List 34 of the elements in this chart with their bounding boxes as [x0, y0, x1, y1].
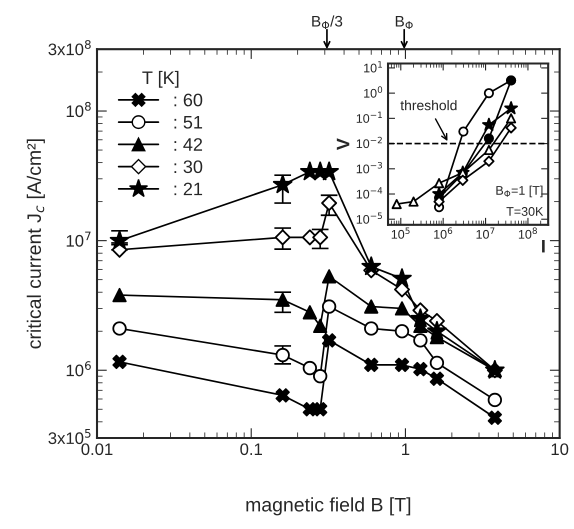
x-tick-label: 10 — [552, 443, 568, 456]
annotation: B$_{Φ}$=1 [T] — [496, 186, 542, 198]
y-tick-label: 10$^{−2}$ — [356, 136, 382, 148]
y-tick-label: 10$^{−3}$ — [356, 162, 382, 174]
y-tick-label: 10$^{0}$ — [364, 86, 382, 98]
x-tick-label: 10$^{7}$ — [476, 227, 494, 239]
y-tick-label: 3x10$^{5}$ — [48, 429, 91, 444]
y-tick-label: 3x10$^{8}$ — [48, 40, 91, 56]
x-tick-label: 1 — [402, 443, 410, 455]
legend-label: : 60 — [174, 94, 202, 106]
x-axis-title: I — [542, 240, 545, 252]
y-tick-label: 10$^{−1}$ — [356, 112, 382, 123]
legend-label: : 21 — [174, 182, 202, 196]
x-tick-label: 0.1 — [240, 443, 262, 456]
text: B$_{Φ}$/3 — [312, 15, 342, 30]
y-tick-label: 10$^{−5}$ — [356, 212, 382, 224]
x-tick-label: 10$^{8}$ — [518, 227, 537, 239]
x-tick-label: 10$^{6}$ — [434, 227, 452, 239]
y-tick-label: 10$^{−4}$ — [356, 187, 382, 199]
y-tick-label: 10$^{1}$ — [364, 61, 382, 72]
x-tick-label: 0.01 — [81, 443, 112, 456]
y-axis-title: critical current J$_{c}$ [A/cm²] — [26, 139, 45, 348]
y-tick-label: 10$^{8}$ — [66, 102, 91, 118]
legend-label: : 42 — [174, 138, 202, 151]
y-axis-title: V — [336, 138, 350, 150]
text: B$_{Φ}$ — [396, 16, 413, 30]
x-axis-title: magnetic field B [T] — [246, 497, 410, 516]
annotation: T=30K — [506, 207, 544, 216]
x-tick-label: 10$^{5}$ — [392, 227, 410, 239]
legend-label: : 30 — [174, 160, 202, 174]
y-tick-label: 10$^{6}$ — [66, 361, 91, 376]
legend-label: : 51 — [174, 116, 202, 129]
ref-line-label: threshold — [400, 100, 457, 110]
legend-title: T [K] — [142, 70, 178, 88]
